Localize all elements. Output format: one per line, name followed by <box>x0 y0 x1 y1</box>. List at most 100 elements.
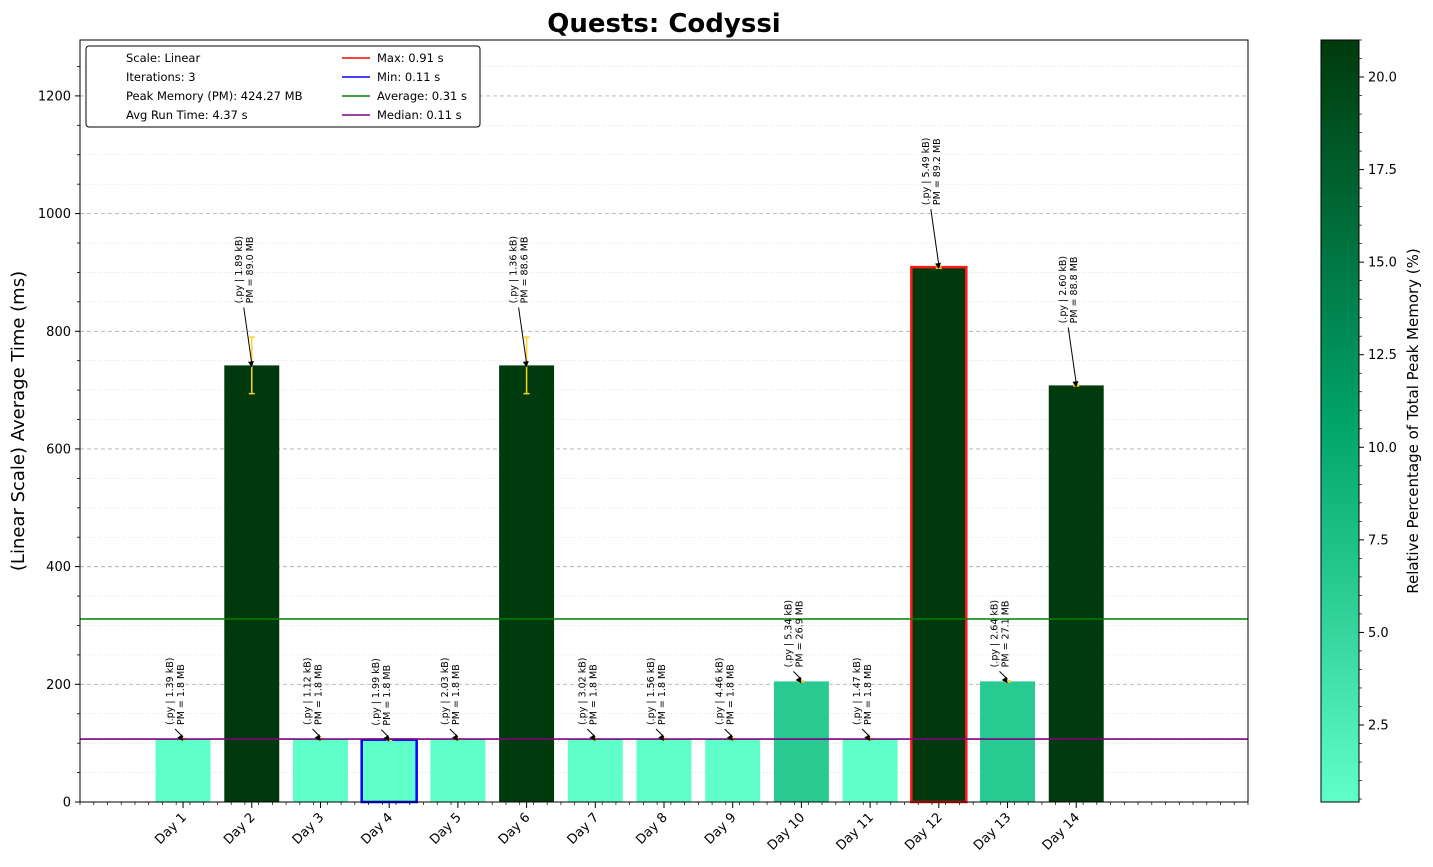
colorbar-tick-label: 10.0 <box>1368 441 1397 456</box>
annotation-arrowhead <box>726 734 733 742</box>
colorbar: 2.5 5.0 7.5 10.0 12.5 15.0 17.5 20.0 Relative P… <box>1320 39 1422 803</box>
chart-title: Quests: Codyssi <box>547 9 780 39</box>
y-axis-label: (Linear Scale) Average Time (ms) <box>8 271 29 571</box>
bar-day-5 <box>430 739 486 802</box>
legend-box <box>85 45 481 128</box>
annotation-line-memory: PM = 88.8 MB <box>1069 257 1080 324</box>
annotation-line-memory: PM = 1.8 MB <box>451 664 462 725</box>
annotation-arrow <box>518 307 528 364</box>
annotation-label: (.py | 1.39 kB) PM = 1.8 MB <box>165 658 187 726</box>
colorbar-tick-label: 2.5 <box>1368 718 1389 733</box>
colorbar-tick-label: 15.0 <box>1368 256 1397 271</box>
y-tick-label: 600 <box>46 442 71 457</box>
bar-day-14 <box>1048 385 1104 802</box>
annotation-line-memory: PM = 1.8 MB <box>863 664 874 725</box>
y-tick-label: 1200 <box>38 89 71 104</box>
legend-info-avg-runtime: Avg Run Time: 4.37 s <box>126 108 248 122</box>
annotation-line-memory: PM = 27.1 MB <box>1001 601 1012 668</box>
bar-day-12 <box>910 265 968 804</box>
legend-info-iterations: Iterations: 3 <box>126 70 196 84</box>
annotation-line-file: (.py | 3.02 kB) <box>577 658 588 726</box>
colorbar-tick-label: 17.5 <box>1368 163 1397 178</box>
annotation-arrowhead <box>589 734 596 742</box>
annotation-line-memory: PM = 1.8 MB <box>588 664 599 725</box>
annotation-arrowhead <box>1072 381 1079 388</box>
annotation-arrowhead <box>314 734 321 742</box>
bar-day-7 <box>567 739 623 802</box>
annotation-line-memory: PM = 1.8 MB <box>657 664 668 725</box>
annotation-label: (.py | 2.64 kB) PM = 27.1 MB <box>990 600 1012 668</box>
annotation-label: (.py | 2.60 kB) PM = 88.8 MB <box>1058 256 1080 324</box>
colorbar-gradient <box>1320 39 1360 803</box>
annotation-label: (.py | 1.36 kB) PM = 88.6 MB <box>509 236 531 304</box>
reference-lines <box>80 618 1248 740</box>
bars <box>155 265 1104 804</box>
annotation-label: (.py | 1.56 kB) PM = 1.8 MB <box>646 658 668 726</box>
annotation-label: (.py | 4.46 kB) PM = 1.8 MB <box>715 658 737 726</box>
y-tick-label: 0 <box>63 796 71 811</box>
annotation-line-file: (.py | 2.03 kB) <box>440 658 451 726</box>
annotation-label: (.py | 1.47 kB) PM = 1.8 MB <box>852 658 874 726</box>
legend: Scale: Linear Iterations: 3 Peak Memory … <box>85 45 481 128</box>
bar-day-4 <box>360 738 418 804</box>
annotation-line-file: (.py | 5.49 kB) <box>921 138 932 206</box>
annotation-line-file: (.py | 1.36 kB) <box>509 236 520 304</box>
legend-label-max: Max: 0.91 s <box>377 51 444 65</box>
annotation-line-file: (.py | 1.39 kB) <box>165 658 176 726</box>
colorbar-tick-label: 12.5 <box>1368 348 1397 363</box>
annotation-label: (.py | 1.89 kB) PM = 89.0 MB <box>234 236 256 304</box>
annotation-line-memory: PM = 26.9 MB <box>794 601 805 668</box>
annotation-arrowhead <box>383 734 390 742</box>
colorbar-tick-label: 5.0 <box>1368 626 1389 641</box>
annotation-arrowhead <box>935 262 942 270</box>
annotation-arrow <box>1067 327 1077 384</box>
y-tick-label: 800 <box>46 325 71 340</box>
legend-label-min: Min: 0.11 s <box>377 70 440 84</box>
colorbar-tick-label: 7.5 <box>1368 533 1389 548</box>
legend-info-scale: Scale: Linear <box>126 51 200 65</box>
bar-day-11 <box>842 739 898 802</box>
legend-label-median: Median: 0.11 s <box>377 108 462 122</box>
bar-day-6 <box>499 365 555 802</box>
annotation-arrow <box>930 209 940 266</box>
annotation-label: (.py | 5.49 kB) PM = 89.2 MB <box>921 138 943 206</box>
bar-day-1 <box>155 739 211 802</box>
annotation-line-file: (.py | 1.47 kB) <box>852 658 863 726</box>
annotation-line-file: (.py | 1.89 kB) <box>234 236 245 304</box>
bar-day-8 <box>636 739 692 802</box>
bar-day-13 <box>980 681 1036 802</box>
annotation-label: (.py | 1.99 kB) PM = 1.8 MB <box>371 658 393 726</box>
bar-day-9 <box>705 739 761 802</box>
annotation-line-memory: PM = 89.0 MB <box>245 237 256 304</box>
colorbar-tick-label: 20.0 <box>1368 71 1397 86</box>
annotation-line-memory: PM = 1.8 MB <box>726 664 737 725</box>
annotation-arrowhead <box>1001 676 1008 684</box>
bar-day-3 <box>292 739 348 802</box>
annotation-arrow <box>243 307 253 364</box>
annotation-arrowhead <box>177 734 184 742</box>
annotation-line-file: (.py | 2.64 kB) <box>990 600 1001 668</box>
annotation-line-memory: PM = 1.8 MB <box>313 664 324 725</box>
annotation-line-file: (.py | 5.34 kB) <box>783 600 794 668</box>
y-tick-label: 1000 <box>38 207 71 222</box>
annotation-line-file: (.py | 1.56 kB) <box>646 658 657 726</box>
bar-day-10 <box>773 681 829 802</box>
annotations: (.py | 1.39 kB) PM = 1.8 MB(.py | 1.89 kB… <box>165 138 1080 742</box>
annotation-line-file: (.py | 1.12 kB) <box>302 658 313 726</box>
annotation-arrowhead <box>658 734 664 742</box>
annotation-arrowhead <box>795 676 802 684</box>
y-tick-label: 200 <box>46 678 71 693</box>
annotation-arrowhead <box>522 361 529 368</box>
bar-day-2 <box>224 365 280 802</box>
annotation-arrowhead <box>864 734 871 742</box>
annotation-label: (.py | 3.02 kB) PM = 1.8 MB <box>577 658 599 726</box>
annotation-line-file: (.py | 4.46 kB) <box>715 658 726 726</box>
y-tick-label: 400 <box>46 560 71 575</box>
annotation-label: (.py | 5.34 kB) PM = 26.9 MB <box>783 600 805 668</box>
annotation-line-memory: PM = 89.2 MB <box>932 138 943 205</box>
annotation-line-memory: PM = 88.6 MB <box>520 237 531 304</box>
annotation-line-memory: PM = 1.8 MB <box>382 665 393 726</box>
colorbar-ticks: 2.5 5.0 7.5 10.0 12.5 15.0 17.5 20.0 <box>1359 39 1397 800</box>
